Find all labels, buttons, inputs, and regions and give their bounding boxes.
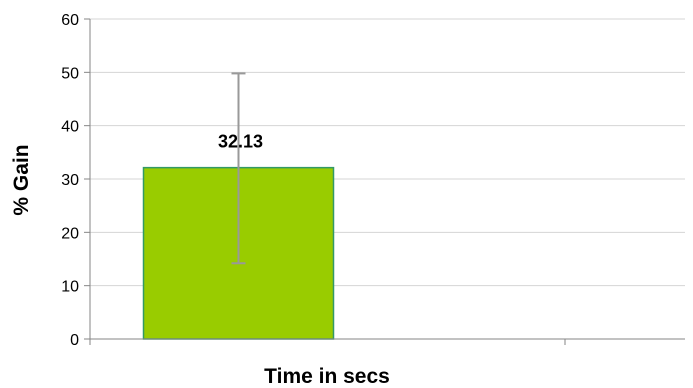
axes-group (84, 18, 685, 345)
data-label: 32.13 (218, 132, 263, 152)
y-tick-labels: 0 10 20 30 40 50 60 (61, 12, 79, 349)
y-axis-title: % Gain (10, 144, 33, 215)
data-labels-group: 32.13 (218, 132, 263, 152)
y-tick-label: 50 (61, 65, 79, 82)
error-bars-group (231, 72, 246, 265)
y-tick-label: 40 (61, 119, 79, 136)
y-tick-label: 60 (61, 12, 79, 29)
y-tick-label: 0 (70, 332, 79, 349)
x-axis-title: Time in secs (264, 365, 390, 388)
y-tick-label: 10 (61, 279, 79, 296)
y-tick-label: 30 (61, 172, 79, 189)
y-tick-label: 20 (61, 225, 79, 242)
